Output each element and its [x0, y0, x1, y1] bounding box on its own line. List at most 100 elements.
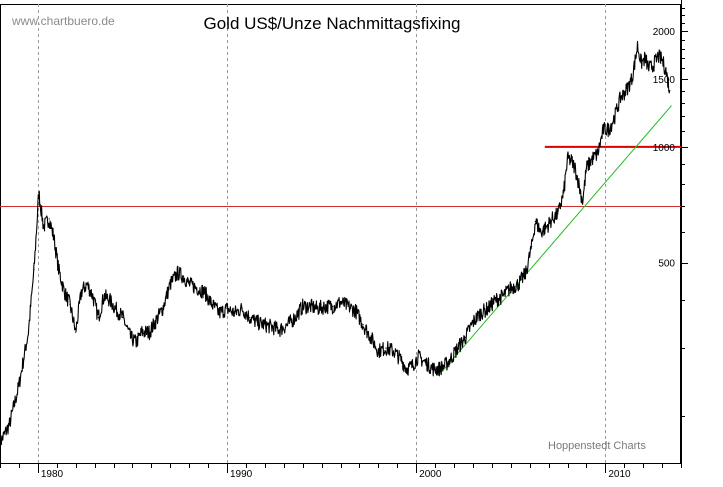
data-point	[525, 272, 527, 274]
x-tick-label-2000: 2000	[419, 469, 442, 480]
data-point	[114, 308, 116, 310]
data-point	[640, 62, 642, 64]
data-point	[625, 90, 627, 92]
data-point	[86, 283, 88, 285]
data-point	[218, 312, 220, 314]
data-point	[169, 283, 171, 285]
series-layer	[0, 40, 671, 451]
data-point	[582, 201, 584, 203]
data-point	[652, 65, 654, 67]
data-point	[644, 57, 646, 59]
plot-border	[0, 4, 681, 464]
data-point	[517, 283, 519, 285]
data-point	[425, 362, 427, 364]
data-point	[286, 324, 289, 326]
data-point	[551, 218, 554, 220]
data-point	[8, 423, 11, 426]
data-point	[129, 336, 132, 338]
y-tick-label-2000: 2000	[653, 27, 676, 38]
data-point	[563, 192, 565, 194]
data-point	[657, 55, 659, 57]
data-point	[234, 312, 236, 314]
y-tick-label-1000: 1000	[653, 143, 676, 154]
data-point	[392, 350, 395, 352]
data-point	[472, 321, 474, 323]
data-point	[370, 336, 372, 338]
data-point	[92, 295, 94, 297]
data-point	[196, 287, 198, 289]
data-point	[69, 303, 71, 305]
data-point	[377, 350, 379, 352]
data-point	[648, 67, 650, 69]
data-point	[75, 331, 77, 333]
data-point	[631, 78, 633, 80]
x-tick-label-1980: 1980	[41, 469, 64, 480]
x-tick-label-1990: 1990	[230, 469, 253, 480]
data-point	[487, 308, 489, 310]
data-point	[661, 59, 663, 61]
y-tick-label-500: 500	[658, 259, 675, 270]
data-point	[42, 226, 45, 228]
data-point	[339, 301, 342, 303]
data-point	[109, 299, 111, 301]
data-point	[18, 384, 20, 386]
data-point	[154, 321, 156, 323]
data-point	[264, 324, 266, 326]
axes: 1980 1990 2000 2010 500 1000 1500 2000	[0, 8, 688, 480]
data-point	[457, 347, 459, 349]
data-point	[385, 347, 387, 349]
data-point	[53, 237, 55, 239]
data-point	[635, 57, 637, 59]
data-point	[122, 317, 124, 319]
data-point	[249, 317, 251, 319]
data-point	[332, 305, 334, 307]
trend-line	[438, 105, 672, 376]
data-point	[182, 276, 185, 278]
data-point	[317, 308, 319, 310]
data-point	[103, 295, 105, 297]
data-point	[614, 115, 616, 117]
data-point	[574, 167, 576, 169]
plot-frame	[0, 0, 682, 464]
watermark-text: www.chartbuero.de	[11, 14, 115, 28]
data-point	[570, 160, 572, 162]
data-point	[534, 220, 536, 223]
data-point	[566, 158, 569, 160]
data-point	[449, 359, 451, 361]
data-point	[324, 305, 326, 307]
data-point	[33, 268, 35, 271]
data-point	[135, 342, 137, 344]
data-point	[203, 291, 205, 293]
grid	[38, 4, 606, 464]
data-point	[531, 246, 533, 248]
data-point	[141, 331, 143, 333]
data-point	[464, 336, 466, 338]
data-point	[438, 368, 440, 370]
data-point	[665, 69, 667, 71]
data-point	[347, 305, 349, 307]
data-point	[406, 368, 408, 370]
data-point	[148, 331, 150, 333]
data-point	[591, 158, 593, 160]
data-point	[502, 295, 504, 297]
data-point	[417, 356, 419, 358]
data-point	[48, 218, 50, 220]
data-point	[162, 308, 164, 310]
data-point	[294, 317, 296, 319]
data-point	[302, 305, 304, 307]
data-point	[636, 45, 639, 47]
data-point	[479, 312, 482, 314]
data-point	[211, 303, 213, 305]
credit-text: Hoppenstedt Charts	[548, 440, 646, 452]
data-point	[177, 272, 179, 274]
data-point	[495, 299, 497, 301]
x-tick-label-2010: 2010	[608, 469, 631, 480]
data-point	[608, 128, 610, 130]
data-point	[597, 153, 599, 155]
data-point	[557, 213, 559, 215]
data-point	[27, 331, 29, 333]
data-point	[241, 308, 243, 310]
data-point	[355, 310, 357, 312]
data-point	[432, 368, 434, 370]
